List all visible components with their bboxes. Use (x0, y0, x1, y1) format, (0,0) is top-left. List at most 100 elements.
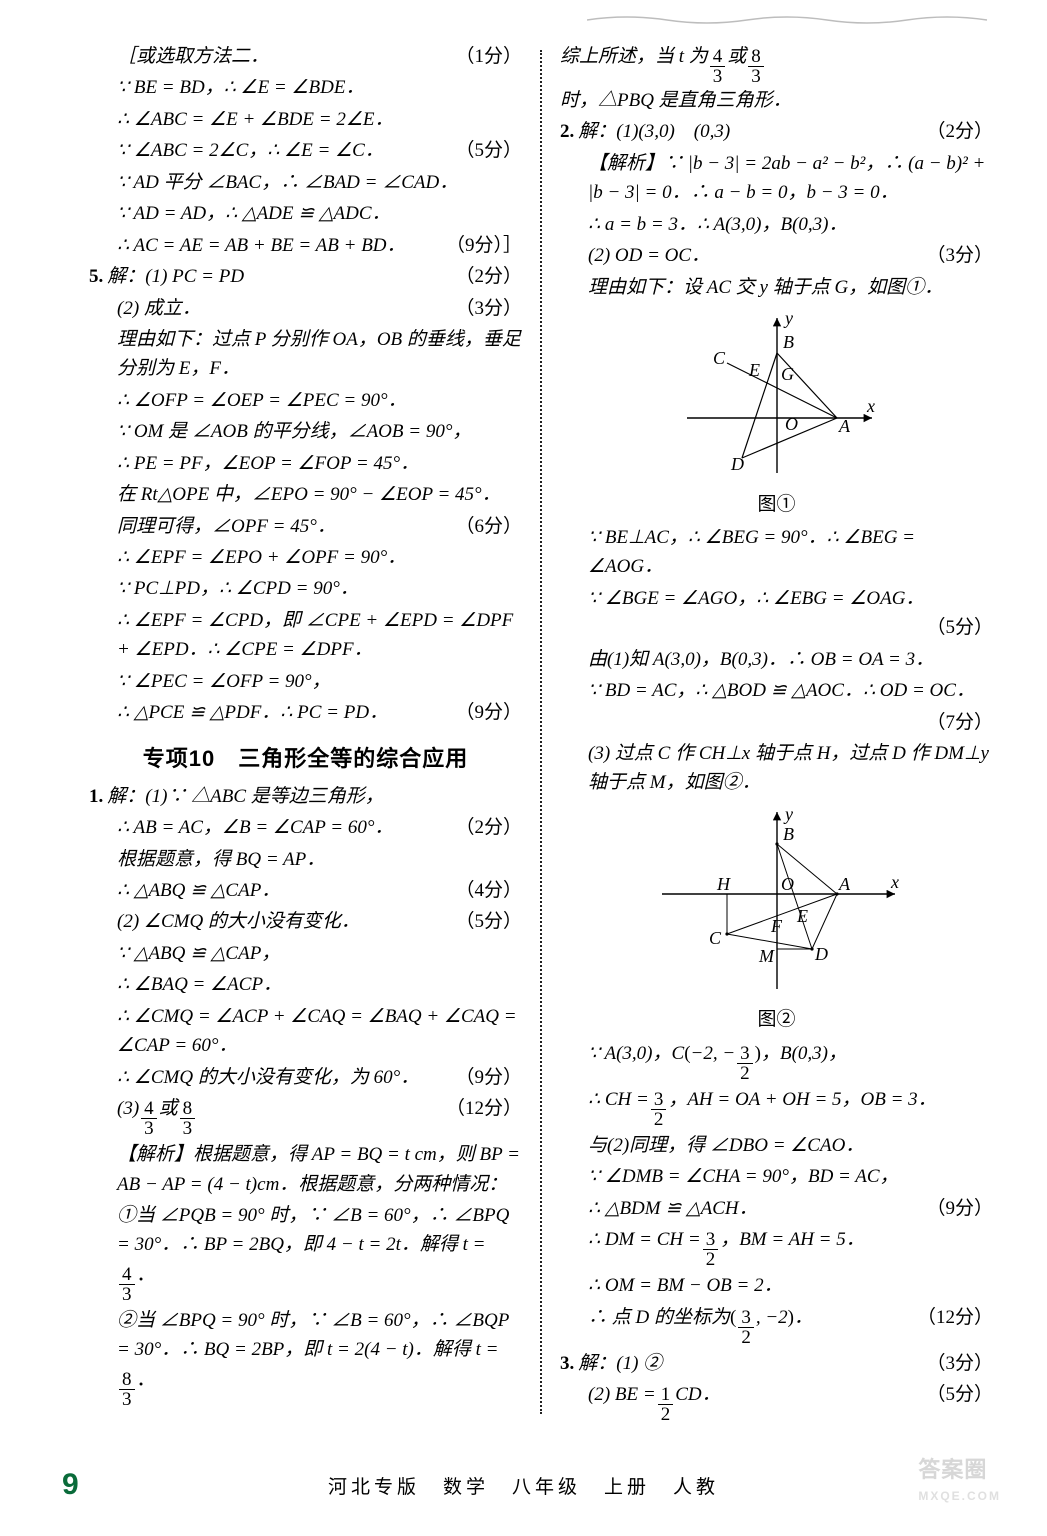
svg-text:G: G (781, 364, 794, 384)
svg-text:x: x (890, 872, 899, 892)
score: （9分）］ (436, 231, 522, 260)
score: （12分） (436, 1094, 522, 1123)
score: （2分） (445, 262, 522, 291)
text: 同理可得，∠OPF = 45°． (117, 512, 336, 541)
text: ∵ BE⊥AC，∴ ∠BEG = 90°．∴ ∠BEG = ∠AOG． (588, 523, 993, 582)
fraction-8-3: 83 (119, 1370, 135, 1409)
text: ∴ ∠CMQ 的大小没有变化，为 60°． (117, 1063, 419, 1092)
d-coord: ∴ 点 D 的坐标为( 32 , −2)． （12分） (560, 1303, 993, 1347)
svg-text:A: A (838, 416, 851, 436)
question-number: 2. (560, 117, 574, 146)
case-2: ②当 ∠BPQ = 90° 时，∵ ∠B = 60°，∴ ∠BQP = 30°．… (89, 1306, 522, 1409)
score: （12分） (907, 1303, 993, 1332)
text: ∴ △ABQ ≌ △CAP． (117, 876, 280, 905)
text: ∴ ∠CMQ = ∠ACP + ∠CAQ = ∠BAQ + ∠CAQ = ∠CA… (117, 1002, 522, 1061)
score: （5分） (445, 907, 522, 936)
fraction-8-3: 83 (748, 47, 764, 86)
fraction-1-2: 12 (658, 1385, 674, 1424)
score: （9分） (916, 1194, 993, 1223)
svg-text:O: O (785, 414, 798, 434)
text: 解：(1) ② (578, 1349, 662, 1378)
text: ∴ ∠ABC = ∠E + ∠BDE = 2∠E． (117, 105, 393, 134)
svg-text:H: H (716, 874, 731, 894)
text: ∴ OM = BM − OB = 2． (588, 1271, 783, 1300)
score: （2分） (916, 117, 993, 146)
text: 解：(1) PC = PD (107, 262, 244, 291)
score: （5分） (916, 613, 993, 642)
fraction-4-3: 43 (141, 1099, 157, 1138)
text: ∵ ∠BGE = ∠AGO，∴ ∠EBG = ∠OAG． (588, 584, 924, 613)
text: (3) 过点 C 作 CH⊥x 轴于点 H，过点 D 作 DM⊥y 轴于点 M，… (588, 739, 993, 798)
fraction-3-2: 32 (738, 1308, 754, 1347)
svg-text:B: B (783, 824, 794, 844)
svg-text:E: E (748, 360, 760, 380)
text: ∵ ∠ABC = 2∠C，∴ ∠E = ∠C． (117, 136, 384, 165)
svg-text:M: M (758, 946, 775, 966)
text: ∵ AD = AD，∴ △ADE ≌ △ADC． (117, 199, 391, 228)
svg-text:O: O (781, 874, 794, 894)
fraction-3-2: 32 (651, 1090, 667, 1129)
text: 解：(1)(3,0) (0,3) (578, 117, 730, 146)
text: ∵ OM 是 ∠AOB 的平分线，∠AOB = 90°， (117, 417, 471, 446)
text: 理由如下：过点 P 分别作 OA，OB 的垂线，垂足分别为 E，F． (117, 325, 522, 384)
score: （2分） (445, 813, 522, 842)
text: ∵ AD 平分 ∠BAC，∴ ∠BAD = ∠CAD． (117, 168, 458, 197)
svg-text:x: x (866, 396, 875, 416)
svg-text:F: F (770, 916, 783, 936)
figure-1-caption: 图① (560, 490, 993, 519)
text: ∵ ∠PEC = ∠OFP = 90°， (117, 667, 331, 696)
fraction-4-3: 43 (119, 1265, 135, 1304)
figure-2: O A B C D E F H M x y (560, 804, 993, 1003)
page-columns: ［或选取方法二．（1分） ∵ BE = BD，∴ ∠E = ∠BDE． ∴ ∠A… (85, 42, 997, 1422)
svg-text:C: C (709, 928, 722, 948)
dm-value: ∴ DM = CH = 32 ，BM = AH = 5． (560, 1225, 993, 1269)
figure-2-caption: 图② (560, 1005, 993, 1034)
text: 解：(1)∵ △ABC 是等边三角形， (107, 782, 384, 811)
text: 根据题意，得 BQ = AP． (117, 845, 325, 874)
fraction-8-3: 83 (180, 1099, 196, 1138)
answer-3: (3) 43 或 83 （12分） (89, 1094, 522, 1138)
score: （6分） (445, 512, 522, 541)
svg-text:y: y (783, 308, 793, 328)
score: （7分） (916, 708, 993, 737)
svg-text:E: E (796, 906, 808, 926)
be-value: (2) BE = 12 CD． （5分） (560, 1380, 993, 1424)
text: ∴ AB = AC，∠B = ∠CAP = 60°． (117, 813, 393, 842)
given-points: ∵ A(3,0)，C(−2, − 32 )，B(0,3)， (560, 1039, 993, 1083)
question-number: 5. (89, 262, 103, 291)
svg-text:C: C (713, 348, 726, 368)
ch-value: ∴ CH = 32 ，AH = OA + OH = 5，OB = 3． (560, 1085, 993, 1129)
top-decoration (587, 12, 1007, 26)
text: ∴ ∠EPF = ∠CPD，即 ∠CPE + ∠EPD = ∠DPF + ∠EP… (117, 606, 522, 665)
score: （5分） (916, 1380, 993, 1409)
text: ∴ PE = PF，∠EOP = ∠FOP = 45°． (117, 449, 419, 478)
score: （4分） (445, 876, 522, 905)
score: （5分） (445, 136, 522, 165)
left-column: ［或选取方法二．（1分） ∵ BE = BD，∴ ∠E = ∠BDE． ∴ ∠A… (85, 42, 540, 1422)
svg-text:D: D (730, 454, 744, 474)
fraction-4-3: 43 (710, 47, 726, 86)
text: ∵ △ABQ ≌ △CAP， (117, 939, 280, 968)
footer-text: 河北专版 数学 八年级 上册 人教 (0, 1473, 1047, 1502)
score: （1分） (445, 42, 522, 71)
score: （3分） (916, 241, 993, 270)
text: ∴ △BDM ≌ △ACH． (588, 1194, 758, 1223)
watermark: 答案圈 MXQE.COM (918, 1453, 1001, 1506)
svg-text:B: B (783, 332, 794, 352)
text: ∵ PC⊥PD，∴ ∠CPD = 90°． (117, 574, 359, 603)
figure-1: O A B C D E G x y (560, 308, 993, 487)
text: ∵ BE = BD，∴ ∠E = ∠BDE． (117, 73, 364, 102)
svg-text:D: D (814, 944, 828, 964)
score: （3分） (445, 294, 522, 323)
text: ∴ ∠BAQ = ∠ACP． (117, 970, 282, 999)
text: ∴ ∠EPF = ∠EPO + ∠OPF = 90°． (117, 543, 406, 572)
svg-text:y: y (783, 804, 793, 824)
question-number: 3. (560, 1349, 574, 1378)
text: 【解析】根据题意，得 AP = BQ = t cm，则 BP = AB − AP… (117, 1140, 522, 1199)
text: ∴ a = b = 3．∴ A(3,0)，B(0,3)． (588, 210, 848, 239)
text: 由(1)知 A(3,0)，B(0,3)．∴ OB = OA = 3． (588, 645, 934, 674)
text: 理由如下：设 AC 交 y 轴于点 G，如图①． (588, 273, 943, 302)
text: ∴ △PCE ≌ △PDF．∴ PC = PD． (117, 698, 388, 727)
text: 在 Rt△OPE 中，∠EPO = 90° − ∠EOP = 45°． (117, 480, 501, 509)
text: ∵ BD = AC，∴ △BOD ≌ △AOC．∴ OD = OC． (588, 676, 975, 705)
